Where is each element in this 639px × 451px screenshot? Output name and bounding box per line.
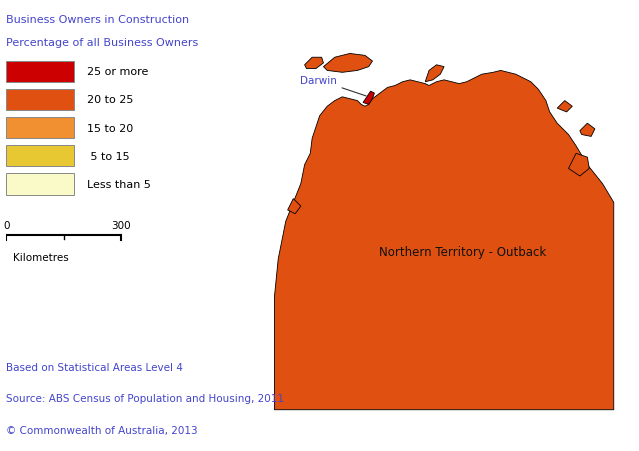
Text: 15 to 20: 15 to 20 bbox=[86, 123, 133, 133]
Text: Kilometres: Kilometres bbox=[13, 253, 69, 263]
Text: Percentage of all Business Owners: Percentage of all Business Owners bbox=[6, 38, 199, 48]
Polygon shape bbox=[557, 101, 573, 113]
Text: Darwin: Darwin bbox=[300, 76, 366, 97]
Text: Business Owners in Construction: Business Owners in Construction bbox=[6, 15, 190, 25]
Bar bbox=[6, 146, 74, 167]
Polygon shape bbox=[569, 154, 589, 177]
Bar bbox=[6, 89, 74, 111]
Polygon shape bbox=[275, 71, 613, 410]
Bar bbox=[6, 118, 74, 139]
Polygon shape bbox=[305, 58, 323, 69]
Text: 25 or more: 25 or more bbox=[86, 67, 148, 77]
Text: 20 to 25: 20 to 25 bbox=[86, 95, 133, 105]
Text: Based on Statistical Areas Level 4: Based on Statistical Areas Level 4 bbox=[6, 362, 183, 372]
Polygon shape bbox=[363, 92, 374, 105]
Bar bbox=[6, 174, 74, 195]
Text: Source: ABS Census of Population and Housing, 2011: Source: ABS Census of Population and Hou… bbox=[6, 393, 284, 404]
Text: Less than 5: Less than 5 bbox=[86, 179, 150, 189]
Bar bbox=[6, 61, 74, 83]
Polygon shape bbox=[288, 199, 301, 214]
Text: 0: 0 bbox=[3, 221, 10, 230]
Polygon shape bbox=[426, 66, 444, 83]
Polygon shape bbox=[580, 124, 595, 137]
Polygon shape bbox=[323, 54, 373, 73]
Text: 300: 300 bbox=[112, 221, 131, 230]
Text: Northern Territory - Outback: Northern Territory - Outback bbox=[380, 245, 546, 258]
Text: © Commonwealth of Australia, 2013: © Commonwealth of Australia, 2013 bbox=[6, 425, 198, 435]
Text: 5 to 15: 5 to 15 bbox=[86, 152, 129, 161]
